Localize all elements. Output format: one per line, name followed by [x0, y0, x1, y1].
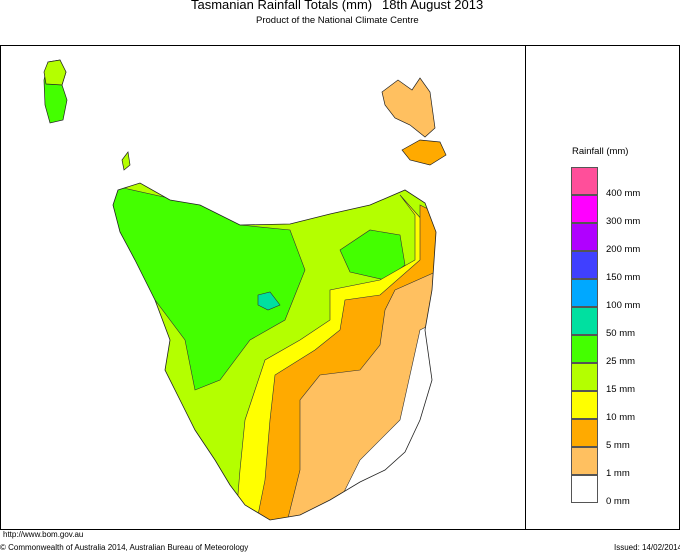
legend-label: 150 mm [606, 272, 641, 283]
legend-swatch [571, 335, 598, 363]
legend-label: 400 mm [606, 188, 641, 199]
region-50mm [257, 291, 281, 311]
flinders-island [381, 77, 436, 138]
map-title: Tasmanian Rainfall Totals (mm) [191, 0, 373, 12]
legend-label: 1 mm [606, 468, 630, 479]
copyright: © Commonwealth of Australia 2014, Austra… [0, 543, 249, 552]
legend-swatch [571, 167, 598, 195]
issued-date: Issued: 14/02/2014 [614, 543, 680, 552]
legend-swatch [571, 419, 598, 447]
rainfall-map [43, 59, 447, 521]
legend-label: 15 mm [606, 384, 636, 395]
cape-barren-island [401, 139, 447, 166]
map-date: 18th August 2013 [382, 0, 484, 12]
legend-label: 0 mm [606, 496, 630, 507]
legend-label: 200 mm [606, 244, 641, 255]
source-url[interactable]: http://www.bom.gov.au [3, 530, 84, 539]
legend-swatch [571, 391, 598, 419]
legend-swatch [571, 307, 598, 335]
legend-swatch [571, 195, 598, 223]
legend-swatch [571, 251, 598, 279]
legend-label: 300 mm [606, 216, 641, 227]
legend-label: 10 mm [606, 412, 636, 423]
map-subtitle: Product of the National Climate Centre [256, 15, 419, 26]
legend-title: Rainfall (mm) [572, 146, 629, 157]
legend-label: 25 mm [606, 356, 636, 367]
king-island-north [43, 59, 67, 86]
legend-label: 5 mm [606, 440, 630, 451]
legend-swatch [571, 279, 598, 307]
map-frame [0, 45, 526, 530]
region-25mm-ne [339, 229, 406, 281]
legend-swatch [571, 475, 598, 503]
legend-label: 50 mm [606, 328, 636, 339]
legend-swatch [571, 363, 598, 391]
legend-swatch [571, 223, 598, 251]
legend-frame [526, 45, 680, 530]
legend-swatch [571, 447, 598, 475]
legend-label: 100 mm [606, 300, 641, 311]
robbins-island [121, 151, 131, 171]
